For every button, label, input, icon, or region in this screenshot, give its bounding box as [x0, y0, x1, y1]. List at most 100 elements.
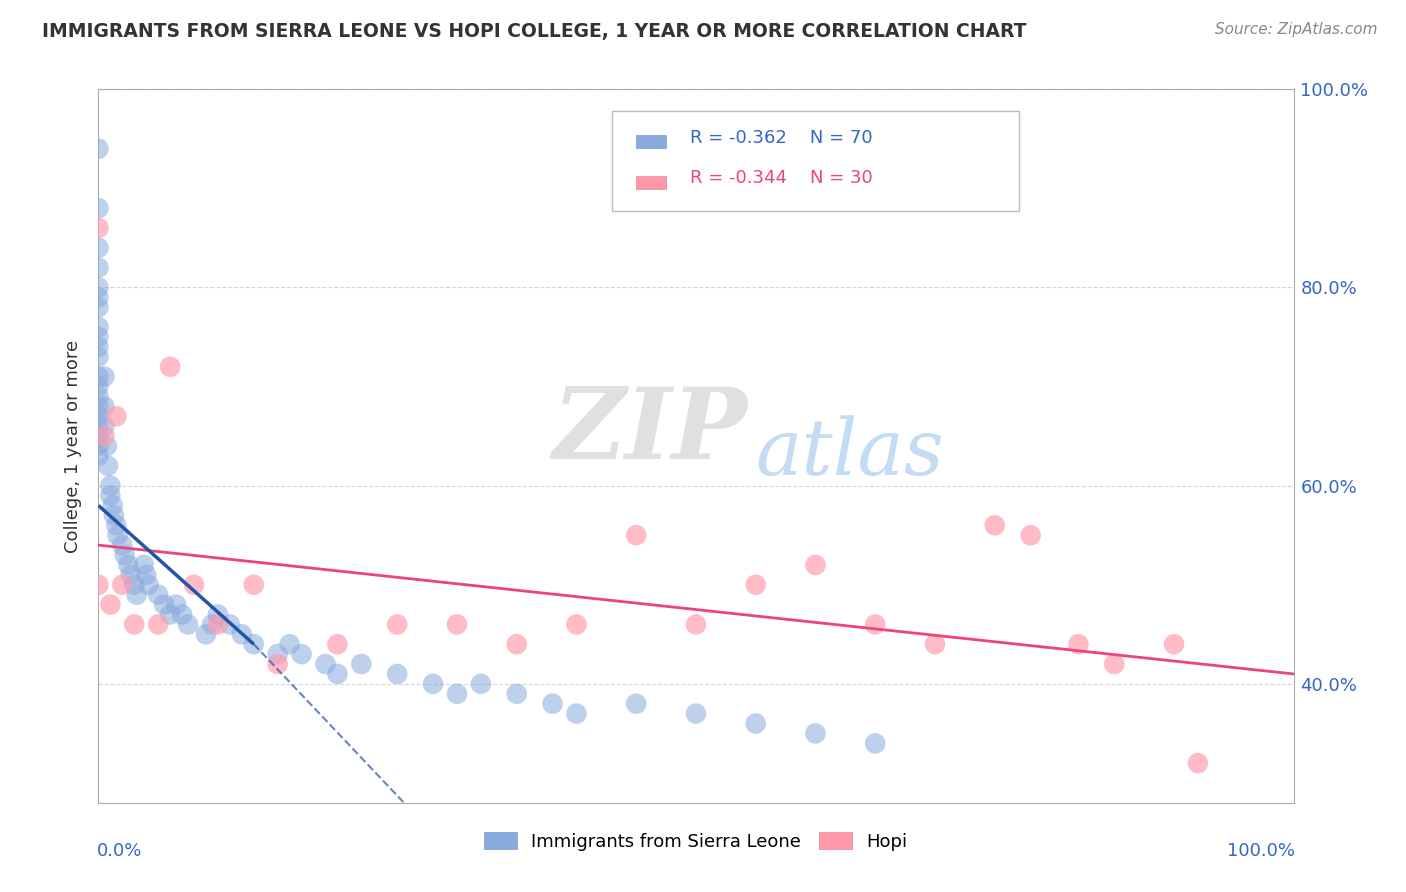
Point	[87, 201, 110, 215]
Point	[446, 687, 468, 701]
Point	[541, 697, 564, 711]
Point	[177, 617, 200, 632]
Point	[87, 221, 110, 235]
Point	[1187, 756, 1209, 771]
Point	[863, 736, 887, 750]
Point	[87, 439, 110, 453]
Legend: Immigrants from Sierra Leone, Hopi: Immigrants from Sierra Leone, Hopi	[477, 825, 915, 858]
Point	[506, 687, 529, 701]
Bar	[637, 176, 666, 189]
Point	[93, 400, 115, 414]
Point	[105, 409, 128, 424]
Point	[422, 677, 444, 691]
Point	[87, 449, 110, 463]
Point	[183, 578, 205, 592]
Point	[93, 419, 115, 434]
Text: R = -0.362    N = 70: R = -0.362 N = 70	[690, 128, 873, 146]
Point	[267, 657, 290, 671]
Point	[172, 607, 194, 622]
Point	[87, 290, 110, 304]
Point	[804, 558, 827, 572]
Point	[87, 369, 110, 384]
Point	[565, 617, 588, 632]
Point	[117, 558, 139, 572]
Point	[87, 350, 110, 364]
Point	[350, 657, 373, 671]
Point	[565, 706, 588, 721]
Point	[148, 588, 170, 602]
Point	[326, 667, 349, 681]
Point	[745, 716, 768, 731]
Point	[291, 647, 314, 661]
Point	[132, 558, 155, 572]
Text: Source: ZipAtlas.com: Source: ZipAtlas.com	[1215, 22, 1378, 37]
Point	[685, 706, 707, 721]
Point	[87, 419, 110, 434]
Point	[385, 667, 409, 681]
Point	[98, 598, 122, 612]
Point	[745, 578, 768, 592]
Text: R = -0.344    N = 30: R = -0.344 N = 30	[690, 169, 873, 187]
Point	[194, 627, 218, 641]
Point	[87, 379, 110, 393]
Point	[87, 300, 110, 314]
Point	[446, 617, 468, 632]
Point	[87, 400, 110, 414]
Text: atlas: atlas	[756, 415, 945, 491]
Point	[506, 637, 529, 651]
Point	[1102, 657, 1125, 671]
Point	[201, 617, 224, 632]
Point	[111, 538, 134, 552]
Point	[243, 578, 266, 592]
Point	[114, 548, 136, 562]
Point	[231, 627, 253, 641]
Text: 0.0%: 0.0%	[97, 842, 142, 860]
Point	[103, 508, 125, 523]
Point	[863, 617, 887, 632]
Point	[685, 617, 707, 632]
Point	[87, 320, 110, 334]
Point	[87, 241, 110, 255]
Text: ZIP: ZIP	[553, 384, 748, 480]
Point	[93, 369, 115, 384]
Text: 100.0%: 100.0%	[1226, 842, 1295, 860]
Point	[98, 478, 122, 492]
Point	[87, 389, 110, 403]
Point	[87, 260, 110, 275]
Point	[96, 439, 118, 453]
Point	[159, 359, 181, 374]
Point	[804, 726, 827, 740]
Point	[97, 458, 120, 473]
Point	[138, 578, 160, 592]
Point	[87, 142, 110, 156]
Point	[165, 598, 187, 612]
FancyBboxPatch shape	[613, 111, 1018, 211]
Point	[153, 598, 176, 612]
Point	[93, 429, 115, 443]
Point	[105, 518, 128, 533]
Point	[1067, 637, 1090, 651]
Point	[107, 528, 129, 542]
Point	[101, 499, 124, 513]
Point	[984, 518, 1007, 533]
Point	[278, 637, 301, 651]
Point	[111, 578, 134, 592]
Text: IMMIGRANTS FROM SIERRA LEONE VS HOPI COLLEGE, 1 YEAR OR MORE CORRELATION CHART: IMMIGRANTS FROM SIERRA LEONE VS HOPI COL…	[42, 22, 1026, 41]
Point	[87, 280, 110, 294]
Point	[87, 578, 110, 592]
Point	[148, 617, 170, 632]
Point	[135, 567, 157, 582]
Point	[315, 657, 337, 671]
Point	[1163, 637, 1185, 651]
Point	[1019, 528, 1042, 542]
Point	[626, 697, 648, 711]
Point	[87, 409, 110, 424]
Point	[243, 637, 266, 651]
Point	[470, 677, 492, 691]
Point	[124, 617, 146, 632]
Point	[626, 528, 648, 542]
Point	[120, 567, 142, 582]
Point	[267, 647, 290, 661]
Point	[207, 607, 229, 622]
Point	[124, 578, 146, 592]
